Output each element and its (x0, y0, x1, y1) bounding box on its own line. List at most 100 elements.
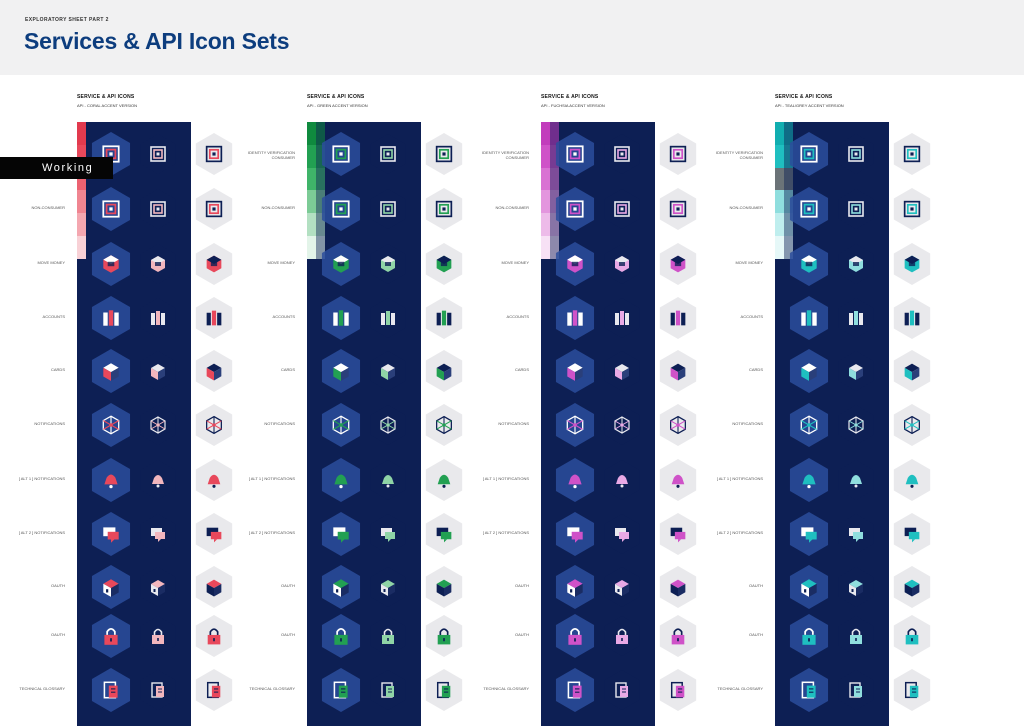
color-swatch (307, 167, 316, 191)
row-label: [ ALT 2 ] NOTIFICATIONS (482, 530, 529, 535)
color-swatch-strip (77, 122, 86, 259)
color-swatch (316, 190, 325, 214)
money-icon (425, 243, 463, 285)
color-swatch (775, 167, 784, 191)
color-swatch (316, 122, 325, 145)
book-icon (425, 669, 463, 711)
row-label: MOVE MONEY (735, 260, 763, 265)
chat-icon (555, 512, 595, 556)
book-icon (195, 669, 233, 711)
color-swatch (550, 122, 559, 145)
money-icon (555, 242, 595, 286)
book-icon (789, 668, 829, 712)
identity-icon (321, 132, 361, 176)
row-label: [ ALT 1 ] NOTIFICATIONS (482, 476, 529, 481)
identity-icon (91, 187, 131, 231)
notifications-icon (140, 405, 176, 445)
color-swatch (775, 190, 784, 214)
chat-icon (91, 512, 131, 556)
cube-icon (555, 565, 595, 609)
row-label: OAUTH (749, 583, 763, 588)
row-label: IDENTITY VERIFICATION CONSUMER (248, 150, 295, 160)
money-icon (789, 242, 829, 286)
notifications-icon (195, 404, 233, 446)
color-swatch (784, 167, 793, 191)
color-swatch (541, 190, 550, 214)
set-subtitle: API - GREEN ACCENT VERSION (307, 103, 368, 108)
cards-icon (321, 349, 361, 393)
set-title: SERVICE & API ICONS (307, 94, 365, 100)
color-swatch-strip (784, 122, 793, 259)
row-label: ACCOUNTS (42, 314, 65, 319)
cards-icon (838, 351, 874, 391)
row-label: [ ALT 1 ] NOTIFICATIONS (18, 476, 65, 481)
identity-icon (140, 134, 176, 174)
identity-icon (604, 134, 640, 174)
set-subtitle: API - CORAL ACCENT VERSION (77, 103, 138, 108)
color-swatch-strip (541, 122, 550, 259)
lock-icon (370, 616, 406, 656)
identity-icon (321, 187, 361, 231)
color-swatch (307, 144, 316, 168)
lock-icon (604, 616, 640, 656)
color-swatch-strip (316, 122, 325, 259)
row-label: CARDS (514, 367, 529, 372)
cards-icon (789, 349, 829, 393)
color-swatch (316, 167, 325, 191)
chat-icon (370, 514, 406, 554)
lock-icon (195, 615, 233, 657)
cube-icon (91, 565, 131, 609)
lock-icon (91, 614, 131, 658)
set-title: SERVICE & API ICONS (77, 94, 135, 100)
row-label: CARDS (280, 367, 295, 372)
row-label: CARDS (748, 367, 763, 372)
book-icon (555, 668, 595, 712)
color-swatch (784, 122, 793, 145)
accounts-icon (893, 297, 931, 339)
book-icon (659, 669, 697, 711)
lock-icon (789, 614, 829, 658)
cards-icon (604, 351, 640, 391)
color-swatch (77, 144, 86, 168)
accounts-icon (425, 297, 463, 339)
row-label: TECHNICAL GLOSSARY (717, 686, 763, 691)
book-icon (321, 668, 361, 712)
color-swatch (316, 144, 325, 168)
color-swatch (307, 236, 316, 259)
identity-icon (195, 188, 233, 230)
chat-icon (604, 514, 640, 554)
notifications-icon (555, 403, 595, 447)
row-label: ACCOUNTS (272, 314, 295, 319)
bell-icon (140, 460, 176, 500)
bell-icon (789, 458, 829, 502)
cards-icon (140, 351, 176, 391)
color-swatch (784, 144, 793, 168)
color-swatch (550, 236, 559, 259)
lock-icon (140, 616, 176, 656)
row-label: [ ALT 1 ] NOTIFICATIONS (716, 476, 763, 481)
chat-icon (321, 512, 361, 556)
cube-icon (789, 565, 829, 609)
color-swatch (550, 213, 559, 237)
lock-icon (893, 615, 931, 657)
book-icon (838, 670, 874, 710)
chat-icon (140, 514, 176, 554)
notifications-icon (321, 403, 361, 447)
lock-icon (425, 615, 463, 657)
bell-icon (370, 460, 406, 500)
set-title: SERVICE & API ICONS (541, 94, 599, 100)
accounts-icon (91, 296, 131, 340)
identity-icon (789, 132, 829, 176)
identity-icon (370, 189, 406, 229)
row-label: OAUTH (281, 583, 295, 588)
color-swatch (775, 213, 784, 237)
working-status-tag: Working (0, 157, 113, 179)
lock-icon (838, 616, 874, 656)
cube-icon (659, 566, 697, 608)
money-icon (659, 243, 697, 285)
lock-icon (555, 614, 595, 658)
identity-icon (555, 187, 595, 231)
accounts-icon (195, 297, 233, 339)
notifications-icon (604, 405, 640, 445)
cards-icon (370, 351, 406, 391)
